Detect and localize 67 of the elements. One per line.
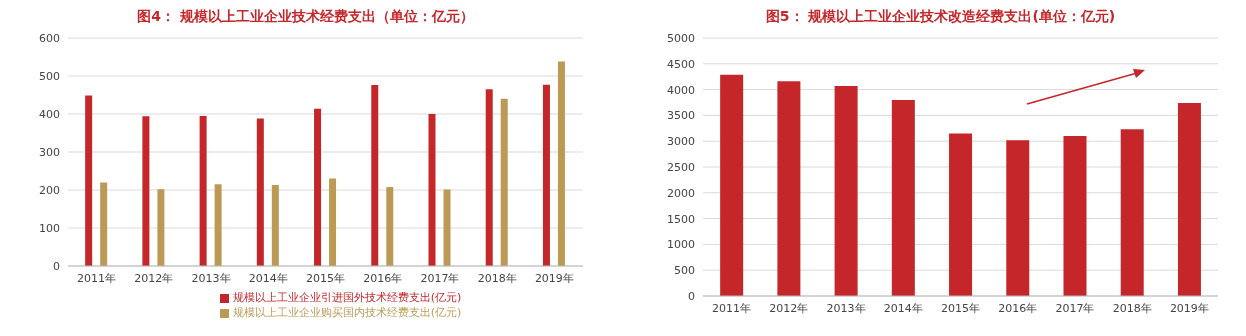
y-tick-label: 1500 bbox=[667, 212, 695, 226]
bar bbox=[485, 89, 493, 266]
x-tick-label: 2012年 bbox=[769, 301, 809, 315]
y-tick-label: 1000 bbox=[667, 238, 695, 252]
chart-title: 图5： 规模以上工业企业技术改造经费支出(单位：亿元) bbox=[764, 8, 1117, 26]
x-tick-label: 2016年 bbox=[363, 271, 403, 285]
x-tick-label: 2016年 bbox=[998, 301, 1038, 315]
bar bbox=[1120, 129, 1144, 296]
legend-label: 规模以上工业企业购买国内技术经费支出(亿元) bbox=[232, 306, 462, 319]
y-tick-label: 400 bbox=[39, 107, 60, 121]
y-tick-label: 3000 bbox=[667, 135, 695, 149]
bar bbox=[500, 98, 508, 266]
x-tick-label: 2014年 bbox=[883, 301, 923, 315]
bar bbox=[371, 85, 379, 266]
x-tick-label: 2017年 bbox=[1055, 301, 1095, 315]
y-tick-label: 500 bbox=[39, 69, 60, 83]
x-tick-label: 2018年 bbox=[477, 271, 517, 285]
x-tick-label: 2015年 bbox=[306, 271, 345, 285]
x-tick-label: 2019年 bbox=[534, 271, 574, 285]
x-tick-label: 2015年 bbox=[941, 301, 980, 315]
bar bbox=[256, 118, 264, 266]
x-tick-label: 2019年 bbox=[1169, 301, 1209, 315]
bar bbox=[777, 81, 801, 296]
bar bbox=[100, 182, 108, 266]
bar bbox=[271, 185, 279, 266]
y-tick-label: 0 bbox=[53, 259, 60, 273]
y-tick-label: 500 bbox=[674, 264, 695, 278]
x-tick-label: 2014年 bbox=[248, 271, 288, 285]
bar bbox=[1177, 103, 1201, 296]
bar bbox=[428, 114, 436, 266]
x-tick-label: 2013年 bbox=[191, 271, 231, 285]
bar bbox=[214, 184, 222, 266]
bar bbox=[142, 116, 150, 266]
bar bbox=[386, 186, 394, 266]
legend-label: 规模以上工业企业引进国外技术经费支出(亿元) bbox=[232, 291, 462, 304]
bar bbox=[1063, 136, 1087, 296]
bar bbox=[157, 189, 165, 266]
bar bbox=[557, 61, 565, 266]
y-tick-label: 5000 bbox=[667, 31, 695, 45]
y-tick-label: 0 bbox=[688, 289, 695, 303]
y-tick-label: 100 bbox=[39, 221, 60, 235]
y-tick-label: 600 bbox=[39, 31, 60, 45]
x-tick-label: 2017年 bbox=[420, 271, 460, 285]
bar bbox=[834, 85, 858, 296]
y-tick-label: 300 bbox=[39, 145, 60, 159]
bar bbox=[720, 74, 744, 296]
y-tick-label: 2000 bbox=[667, 186, 695, 200]
x-tick-label: 2013年 bbox=[826, 301, 866, 315]
bar bbox=[1006, 140, 1030, 296]
y-tick-label: 3500 bbox=[667, 109, 695, 123]
bar bbox=[199, 115, 207, 266]
x-tick-label: 2012年 bbox=[134, 271, 174, 285]
bar bbox=[329, 178, 337, 266]
bar bbox=[85, 95, 93, 266]
bar bbox=[314, 108, 322, 266]
x-tick-label: 2011年 bbox=[712, 301, 752, 315]
chart-title: 图4： 规模以上工业企业技术经费支出（单位：亿元） bbox=[136, 8, 475, 26]
y-tick-label: 200 bbox=[39, 183, 60, 197]
bar bbox=[949, 133, 973, 296]
x-tick-label: 2011年 bbox=[77, 271, 117, 285]
x-tick-label: 2018年 bbox=[1112, 301, 1152, 315]
y-tick-label: 4500 bbox=[667, 57, 695, 71]
bar bbox=[542, 84, 550, 266]
bar bbox=[891, 99, 915, 296]
bar bbox=[443, 189, 451, 266]
y-tick-label: 4000 bbox=[667, 83, 695, 97]
y-tick-label: 2500 bbox=[667, 160, 695, 174]
